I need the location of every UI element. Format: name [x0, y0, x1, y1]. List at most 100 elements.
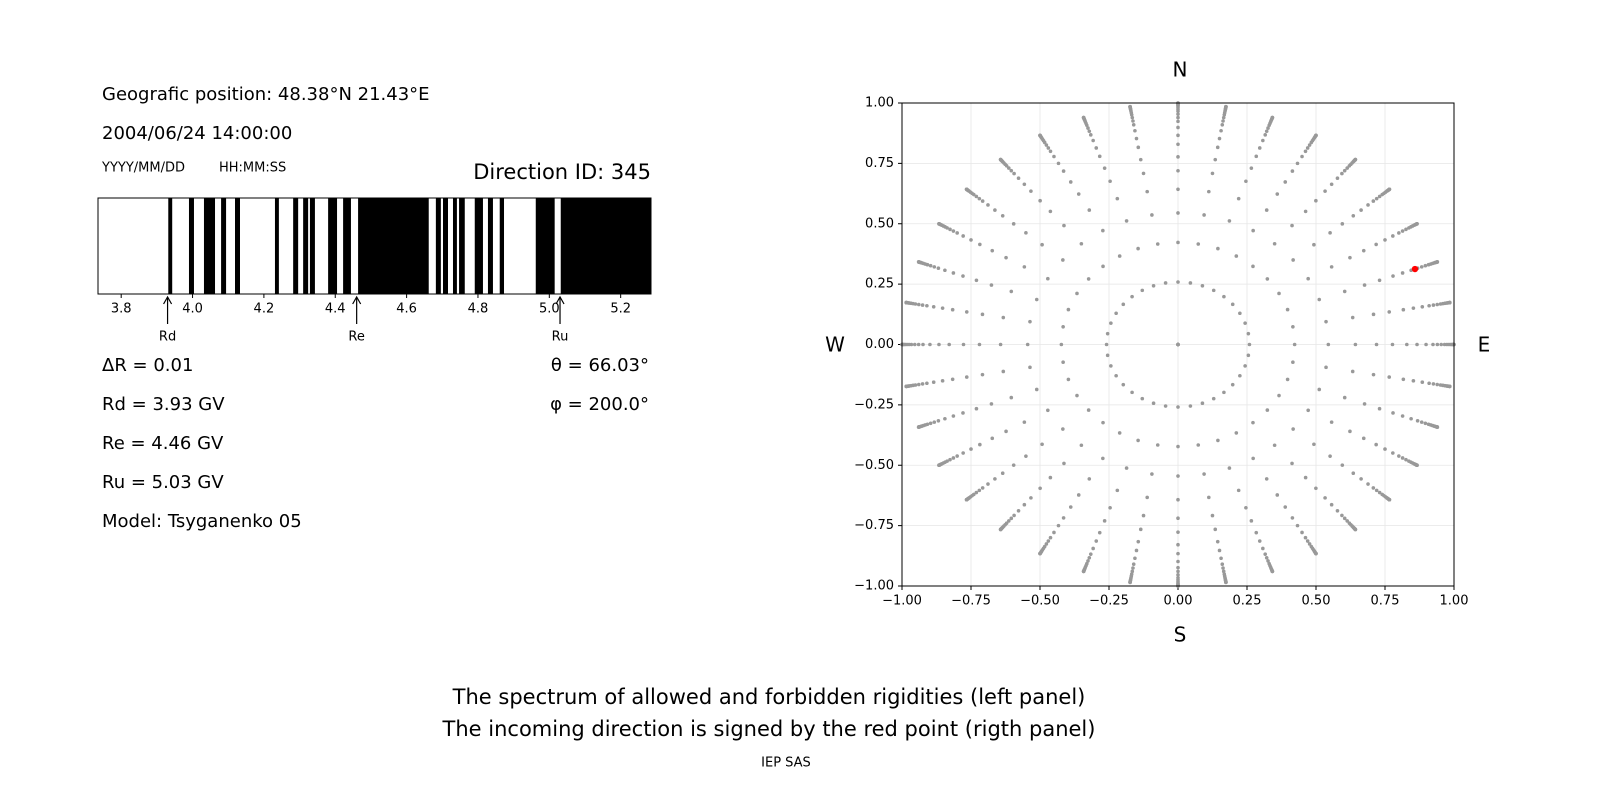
direction-point — [1342, 168, 1347, 173]
direction-point — [1374, 488, 1379, 493]
direction-point — [1105, 353, 1110, 358]
direction-id: Direction ID: 345 — [473, 160, 651, 184]
direction-point — [1138, 157, 1143, 162]
direction-point — [1244, 505, 1248, 510]
direction-point — [1121, 302, 1126, 307]
direction-point — [1391, 274, 1395, 278]
direction-point — [1145, 495, 1149, 500]
direction-point — [1022, 502, 1027, 507]
direction-point — [1059, 342, 1064, 347]
direction-point — [1086, 277, 1091, 281]
direction-point — [1335, 176, 1340, 181]
direction-point — [937, 463, 941, 468]
direction-point — [1040, 242, 1044, 247]
y-tick-label: −0.25 — [854, 397, 894, 412]
direction-point — [1340, 171, 1344, 176]
direction-point — [1353, 157, 1358, 162]
direction-point — [1163, 281, 1168, 285]
direction-point — [1012, 171, 1016, 176]
direction-point — [1350, 369, 1355, 374]
direction-point — [1155, 242, 1160, 246]
direction-point — [1261, 546, 1265, 551]
direction-point — [1314, 198, 1318, 203]
direction-point — [1176, 474, 1180, 478]
direction-point — [1176, 187, 1180, 192]
direction-point — [1415, 342, 1419, 347]
direction-point — [1011, 463, 1016, 467]
direction-point — [1265, 277, 1270, 281]
direction-point — [1068, 180, 1073, 184]
direction-point — [1061, 169, 1066, 173]
direction-point — [1234, 254, 1239, 258]
direction-point — [1087, 477, 1092, 481]
x-tick-label: 4.6 — [396, 302, 417, 317]
direction-point — [916, 342, 921, 347]
direction-point — [1314, 486, 1318, 491]
direction-point — [1101, 456, 1105, 461]
direction-point — [1188, 404, 1193, 408]
direction-point — [1087, 129, 1092, 134]
direction-point — [1176, 133, 1180, 138]
direction-point — [1387, 375, 1392, 379]
direction-point — [1221, 115, 1226, 120]
forbidden-band — [343, 198, 351, 294]
direction-point — [1397, 231, 1401, 235]
direction-point — [931, 380, 936, 384]
direction-point — [961, 411, 965, 415]
direction-point — [1176, 530, 1180, 534]
direction-point — [1236, 488, 1241, 493]
direction-point — [1056, 161, 1061, 166]
direction-point — [1246, 331, 1251, 336]
direction-point — [921, 342, 925, 347]
direction-point — [1238, 373, 1242, 378]
direction-point — [1251, 264, 1255, 269]
direction-point — [916, 260, 921, 264]
direction-point — [1097, 154, 1102, 159]
direction-point — [928, 342, 932, 347]
direction-point — [1000, 214, 1005, 218]
direction-point — [1022, 182, 1027, 187]
direction-point — [1377, 490, 1382, 495]
direction-point — [1404, 227, 1408, 232]
direction-point — [1272, 241, 1277, 246]
marker-value: Rd = 3.93 GV — [102, 394, 225, 415]
direction-point — [1046, 276, 1050, 281]
direction-point — [1221, 119, 1225, 123]
x-tick-label: −0.50 — [1020, 594, 1060, 609]
direction-point — [1176, 240, 1180, 245]
direction-point — [1285, 307, 1290, 312]
direction-point — [1038, 198, 1042, 203]
direction-point — [1207, 189, 1211, 194]
direction-point — [1243, 321, 1247, 325]
direction-point — [1359, 477, 1363, 481]
direction-point — [1359, 208, 1363, 212]
direction-point — [1038, 551, 1042, 556]
direction-point — [1034, 387, 1039, 392]
direction-point — [1264, 208, 1269, 212]
direction-point — [978, 242, 982, 247]
direction-point — [1134, 136, 1139, 141]
direction-point — [1340, 513, 1344, 518]
direction-point — [1270, 115, 1275, 120]
direction-point — [1046, 539, 1051, 543]
direction-point — [1091, 138, 1095, 143]
direction-point — [1312, 242, 1316, 247]
direction-point — [1264, 555, 1269, 560]
direction-point — [1400, 229, 1405, 233]
direction-point — [1317, 297, 1322, 302]
direction-point — [964, 187, 969, 192]
direction-point — [1342, 395, 1347, 400]
direction-point — [1303, 475, 1308, 480]
direction-point — [1176, 551, 1180, 556]
direction-point — [1131, 122, 1136, 127]
direction-point — [1176, 115, 1180, 120]
direction-point — [1290, 516, 1295, 520]
direction-point — [1323, 496, 1327, 500]
direction-point — [1001, 315, 1006, 320]
direction-point — [1087, 555, 1092, 560]
theta-text: θ = 66.03° — [551, 355, 649, 376]
forbidden-band — [203, 198, 216, 294]
direction-point — [1345, 166, 1349, 170]
direction-point — [1314, 551, 1318, 556]
